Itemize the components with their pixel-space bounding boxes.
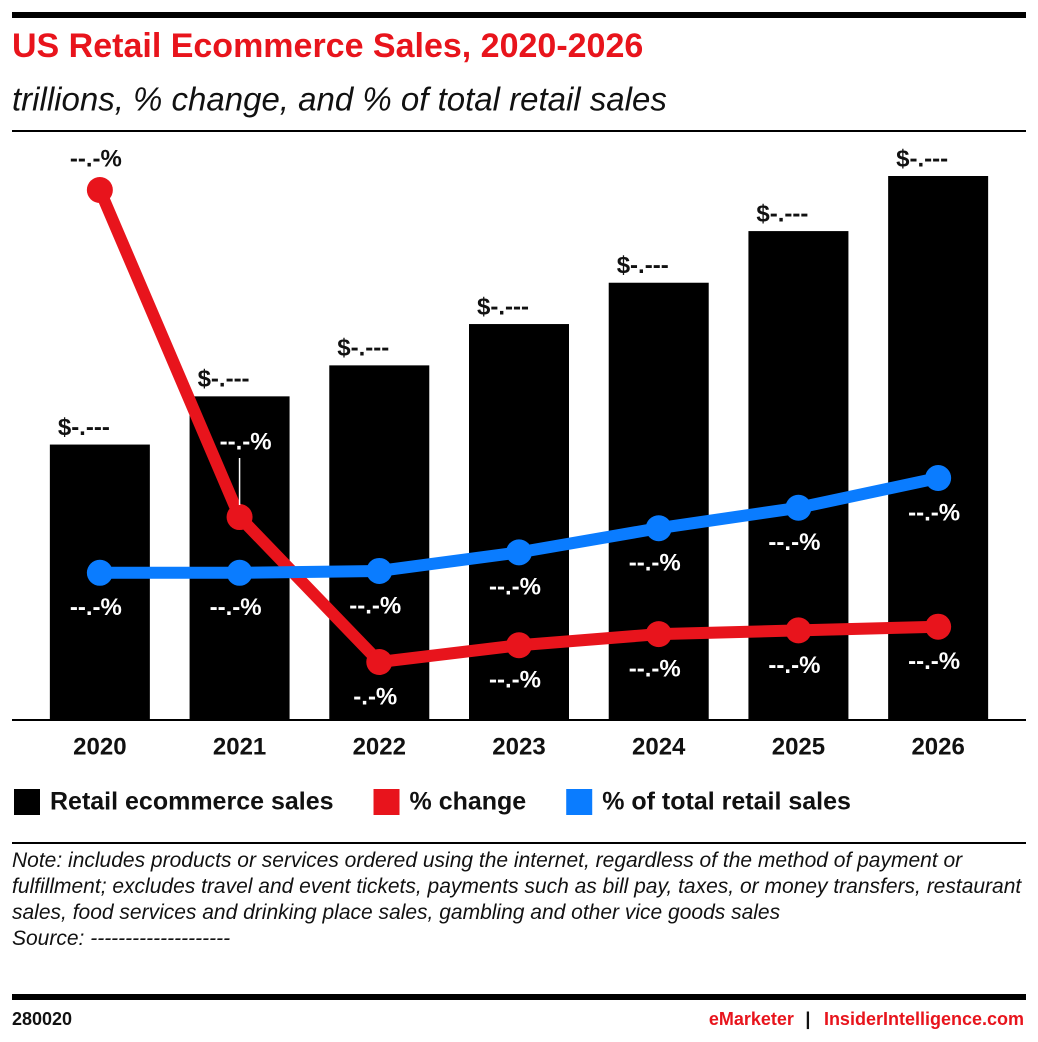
bar [608,282,709,720]
legend-swatch [373,789,400,815]
bar [748,231,849,720]
point [366,557,393,584]
chart-subtitle: trillions, % change, and % of total reta… [12,81,667,118]
point [785,494,812,521]
x-tick-label: 2024 [632,733,686,760]
point-label: --.-% [220,428,272,455]
point [645,621,672,648]
point-label: --.-% [210,594,262,621]
separator: | [805,1009,810,1029]
legend-label: % of total retail sales [602,788,851,816]
point [785,617,812,644]
top-rule [12,12,1026,18]
point [366,649,393,675]
point-label: --.-% [908,499,960,526]
bar-label: $-.--- [617,252,669,279]
source: Source: -------------------- [12,927,231,950]
legend-swatch [566,789,593,815]
legend-swatch [14,789,40,815]
x-tick-label: 2025 [772,733,825,760]
point [86,559,113,586]
chart-title: US Retail Ecommerce Sales, 2020-2026 [12,27,643,65]
bottom-rule [12,994,1026,1000]
point [925,613,952,640]
bar-label: $-.--- [896,145,948,172]
point-label: --.-% [489,667,541,694]
point-label: --.-% [70,145,122,172]
x-tick-label: 2021 [213,733,266,760]
point-label: --.-% [768,529,820,556]
bar-label: $-.--- [756,200,808,227]
x-tick-label: 2022 [353,733,406,760]
point-label: --.-% [908,648,960,675]
bar [469,324,569,720]
note: Note: includes products or services orde… [12,849,1022,924]
point-label: --.-% [768,652,820,679]
point [86,177,113,203]
point-label: --.-% [629,655,681,682]
rule [12,842,1026,844]
note-block: Note: includes products or services orde… [12,848,1027,952]
bar-label: $-.--- [337,335,389,362]
point [226,559,253,586]
point [226,504,253,531]
rule [12,130,1026,132]
point [506,539,532,566]
x-tick-label: 2023 [492,733,545,760]
x-tick-label: 2020 [73,733,126,760]
legend-label: % change [410,788,527,816]
point-label: --.-% [489,574,541,601]
point-label: -.-% [353,683,397,710]
legend-label: Retail ecommerce sales [50,788,334,816]
brand: eMarketer [709,1009,794,1029]
point-label: --.-% [349,592,401,619]
point [645,515,672,542]
brand-site: InsiderIntelligence.com [824,1009,1024,1029]
chart-id: 280020 [12,1009,72,1029]
x-tick-label: 2026 [911,733,964,760]
bar-label: $-.--- [58,414,110,441]
point [925,465,952,492]
bar-label: $-.--- [198,366,250,393]
bar-label: $-.--- [477,293,529,320]
point [506,632,532,659]
point-label: --.-% [70,594,122,621]
point-label: --.-% [629,550,681,577]
